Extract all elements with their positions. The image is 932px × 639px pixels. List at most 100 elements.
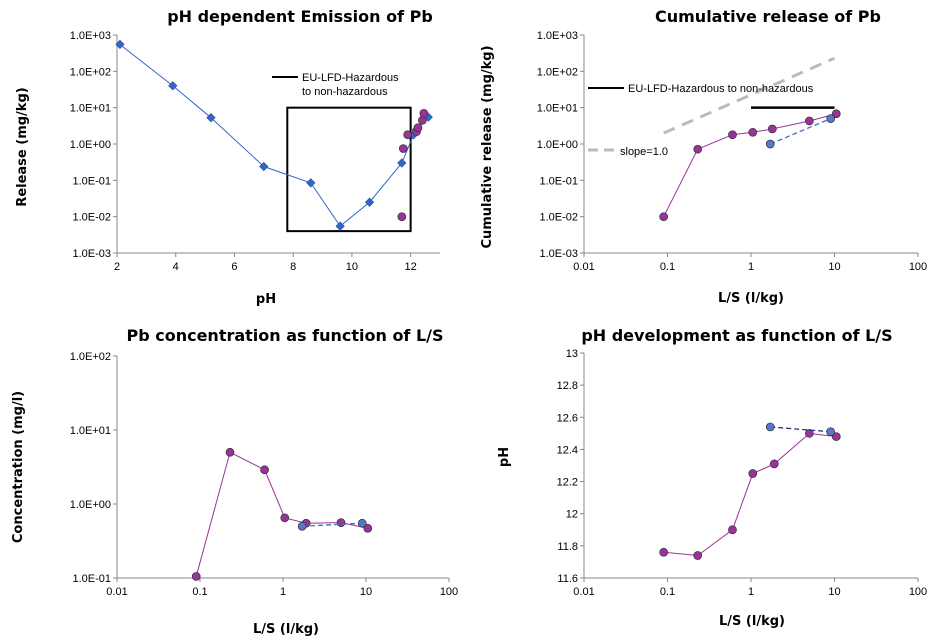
y-axis-label: Concentration (mg/l) [11, 391, 26, 543]
data-point [767, 124, 777, 134]
y-axis-label: pH [497, 447, 512, 467]
data-point [191, 572, 201, 581]
legend-label: EU-LFD-Hazardous [302, 72, 399, 84]
y-tick-label: 1.0E-02 [539, 212, 578, 224]
y-tick-label: 1.0E-03 [539, 248, 578, 260]
data-point [259, 161, 269, 172]
chart-title: Cumulative release of Pb [655, 7, 881, 26]
y-tick-label: 1.0E+03 [70, 30, 111, 42]
data-point [336, 518, 346, 527]
data-point [765, 422, 775, 432]
panel-ph-development: pH development as function of L/S L/S (l… [497, 326, 927, 629]
chart-title: Pb concentration as function of L/S [126, 326, 443, 345]
data-point [728, 525, 737, 535]
x-tick-label: 1 [748, 261, 754, 273]
x-tick-label: 4 [173, 261, 179, 273]
data-point [769, 459, 779, 469]
x-axis-label: L/S (l/kg) [718, 291, 784, 306]
y-tick-label: 11.6 [557, 573, 578, 585]
data-point [398, 144, 408, 153]
y-tick-label: 12.8 [557, 380, 578, 392]
y-tick-label: 1.0E+02 [70, 66, 111, 78]
x-axis-label: L/S (l/kg) [253, 622, 319, 637]
y-tick-label: 1.0E-01 [72, 573, 111, 585]
data-point [206, 113, 216, 123]
data-point [115, 39, 125, 50]
data-point [363, 523, 373, 533]
data-point [364, 197, 375, 207]
y-tick-label: 1.0E-01 [539, 175, 578, 187]
x-axis-label: pH [256, 292, 276, 307]
y-tick-label: 1.0E-01 [72, 175, 111, 187]
data-point [306, 178, 316, 188]
x-tick-label: 1 [748, 586, 754, 598]
y-tick-label: 1.0E+00 [70, 499, 111, 511]
x-tick-label: 0.1 [192, 586, 207, 598]
data-point [357, 518, 367, 528]
panel-ph-emission: pH dependent Emission of Pb pH Release (… [15, 7, 440, 307]
y-tick-label: 11.8 [557, 541, 578, 553]
x-tick-label: 10 [360, 586, 372, 598]
legend-label: to non-hazardous [302, 86, 388, 98]
series-line [769, 118, 831, 145]
limit-label: EU-LFD-Hazardous to non-hazardous [628, 83, 814, 95]
slope-label: slope=1.0 [620, 146, 668, 158]
data-point [418, 115, 427, 125]
y-axis-label: Cumulative release (mg/kg) [480, 45, 495, 248]
y-tick-label: 12 [566, 509, 578, 521]
data-point [728, 130, 737, 140]
x-tick-label: 100 [440, 586, 458, 598]
data-point [748, 469, 758, 478]
x-axis-label: L/S (l/kg) [719, 614, 785, 629]
limit-box [286, 106, 412, 233]
data-point [805, 116, 814, 126]
x-tick-label: 10 [346, 261, 358, 273]
data-point [659, 547, 669, 557]
y-tick-label: 12.6 [557, 412, 578, 424]
x-tick-label: 0.1 [660, 586, 675, 598]
data-point [168, 81, 178, 91]
data-point [419, 108, 429, 118]
panel-cumulative-release: Cumulative release of Pb L/S (l/kg) Cumu… [480, 7, 927, 306]
y-tick-label: 12.4 [557, 444, 578, 456]
y-tick-label: 1.0E+01 [70, 425, 111, 437]
data-point [748, 127, 758, 137]
x-tick-label: 2 [114, 261, 120, 273]
y-tick-label: 1.0E+03 [537, 30, 578, 42]
x-tick-label: 0.01 [573, 586, 594, 598]
data-point [693, 551, 703, 560]
data-point [413, 123, 423, 133]
x-tick-label: 1 [280, 586, 286, 598]
chart-title: pH dependent Emission of Pb [167, 7, 433, 26]
x-tick-label: 100 [909, 586, 927, 598]
data-point [335, 221, 345, 231]
y-tick-label: 1.0E+00 [70, 139, 111, 151]
data-point [831, 109, 841, 119]
data-point [397, 158, 407, 168]
x-tick-label: 10 [828, 261, 840, 273]
y-tick-label: 12.2 [557, 477, 578, 489]
chart-title: pH development as function of L/S [581, 326, 892, 345]
panel-pb-concentration: Pb concentration as function of L/S L/S … [11, 326, 458, 637]
data-point [765, 139, 775, 149]
data-point [225, 447, 235, 457]
x-tick-label: 0.01 [106, 586, 127, 598]
y-tick-label: 1.0E+01 [537, 103, 578, 115]
x-tick-label: 8 [290, 261, 296, 273]
series-line [663, 432, 837, 557]
x-tick-label: 0.1 [660, 261, 675, 273]
data-point [280, 513, 290, 523]
data-point [805, 429, 814, 438]
y-tick-label: 1.0E+01 [70, 103, 111, 115]
data-point [831, 432, 841, 441]
data-point [403, 130, 413, 140]
series-line [770, 426, 831, 433]
data-point [397, 212, 407, 222]
data-point [826, 114, 836, 123]
y-axis-label: Release (mg/kg) [15, 87, 30, 206]
data-point [260, 465, 269, 475]
x-tick-label: 10 [828, 586, 840, 598]
slope-line [663, 56, 836, 135]
x-tick-label: 12 [405, 261, 417, 273]
